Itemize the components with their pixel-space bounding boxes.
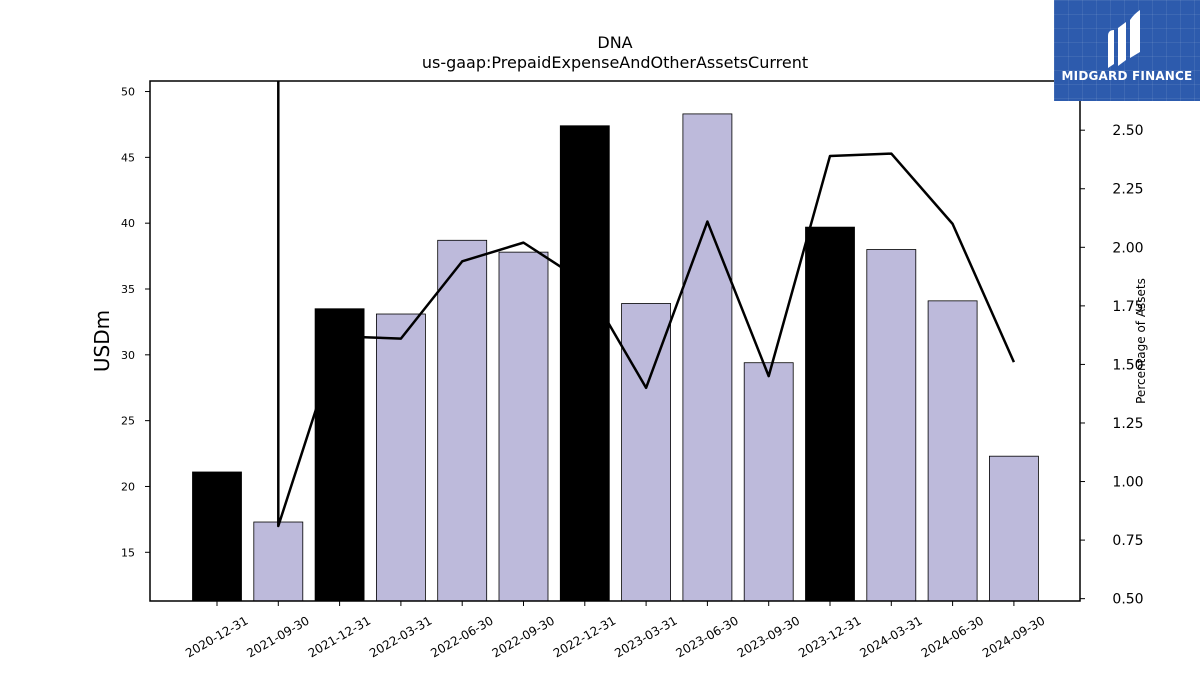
y-left-tick-label: 25 <box>121 415 135 428</box>
y-left-tick-label: 40 <box>121 217 135 230</box>
x-tick-label: 2023-03-31 <box>612 613 679 660</box>
bar-2023-03-31 <box>621 303 671 602</box>
bar-2020-12-31 <box>192 471 242 602</box>
y-axis-right: 0.50 0.75 1.00 1.25 1.50 1.75 2.00 2.25 2.50 <box>1080 123 1144 608</box>
chart-title: DNA <box>597 33 632 52</box>
y-right-tick-label: 2.25 <box>1112 182 1143 198</box>
y-axis-left-label: USDm <box>90 310 114 372</box>
y-axis-right-label: Percentage of Assets <box>1134 278 1148 404</box>
x-tick-label: 2024-03-31 <box>857 613 924 660</box>
y-right-tick-label: 0.50 <box>1112 592 1143 608</box>
x-tick-label: 2022-06-30 <box>428 613 495 660</box>
x-tick-label: 2024-06-30 <box>919 613 986 660</box>
y-left-tick-label: 35 <box>121 283 135 296</box>
y-right-tick-label: 0.75 <box>1112 533 1143 549</box>
bar-2021-12-31 <box>314 308 365 602</box>
x-tick-label: 2023-12-31 <box>796 613 863 660</box>
logo-text: MIDGARD FINANCE <box>1061 69 1193 83</box>
y-right-tick-label: 2.00 <box>1112 240 1143 256</box>
y-right-tick-label: 1.00 <box>1112 475 1143 491</box>
series-line <box>277 81 1016 528</box>
y-left-tick-label: 45 <box>121 151 135 164</box>
y-right-tick-label: 1.25 <box>1112 416 1143 432</box>
x-tick-label: 2023-09-30 <box>735 613 802 660</box>
x-tick-label: 2022-12-31 <box>551 613 618 660</box>
y-left-tick-label: 15 <box>121 546 135 559</box>
x-tick-label: 2021-12-31 <box>306 613 373 660</box>
x-tick-label: 2023-06-30 <box>673 613 740 660</box>
bar-2023-06-30 <box>682 113 733 602</box>
x-tick-label: 2021-09-30 <box>244 613 311 660</box>
bar-2024-09-30 <box>989 455 1039 602</box>
logo-mark-icon <box>1108 10 1140 68</box>
y-left-tick-label: 50 <box>121 86 135 99</box>
y-left-tick-label: 20 <box>121 480 135 493</box>
bar-2024-06-30 <box>927 300 978 602</box>
bar-2023-12-31 <box>805 226 855 602</box>
y-axis-left: 15 20 25 30 35 40 45 50 <box>121 86 150 559</box>
line-group <box>277 81 1016 528</box>
chart-subtitle: us-gaap:PrepaidExpenseAndOtherAssetsCurr… <box>422 53 808 72</box>
bar-2023-09-30 <box>743 362 794 602</box>
x-tick-label: 2022-09-30 <box>490 613 557 660</box>
bar-2022-12-31 <box>559 125 610 602</box>
y-right-tick-label: 1.50 <box>1112 357 1143 373</box>
x-tick-label: 2022-03-31 <box>367 613 434 660</box>
bar-2022-09-30 <box>498 251 549 602</box>
bars-group <box>192 113 1039 602</box>
bar-2024-03-31 <box>866 249 917 602</box>
x-axis: 2020-12-312021-09-302021-12-312022-03-31… <box>183 601 1047 660</box>
x-tick-label: 2020-12-31 <box>183 613 250 660</box>
x-tick-label: 2024-09-30 <box>980 613 1047 660</box>
bar-2021-09-30 <box>253 521 304 602</box>
bar-2022-06-30 <box>437 239 488 602</box>
bar-2022-03-31 <box>375 313 426 602</box>
brand-logo: MIDGARD FINANCE <box>1054 0 1200 101</box>
y-right-tick-label: 2.50 <box>1112 123 1143 139</box>
y-left-tick-label: 30 <box>121 349 135 362</box>
y-right-tick-label: 1.75 <box>1112 299 1143 315</box>
plot-frame <box>149 80 1081 602</box>
